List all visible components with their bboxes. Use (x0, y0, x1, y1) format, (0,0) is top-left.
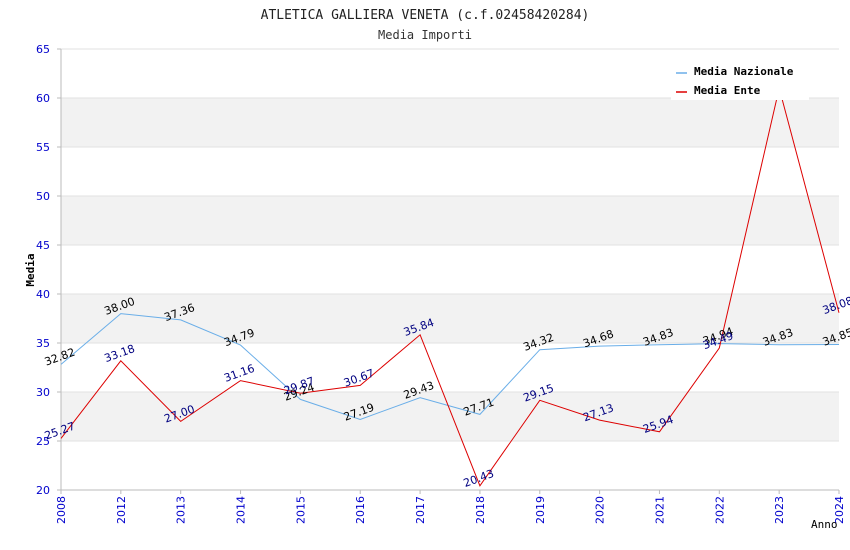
axes (60, 49, 840, 494)
series-lines (60, 88, 840, 487)
x-tick-label-2017: 2017 (414, 496, 427, 524)
y-tick-labels: 20 25 30 35 40 45 50 55 60 65 (36, 43, 50, 497)
band-25 (61, 392, 839, 441)
data-label-1-2018: 20.43 (462, 467, 496, 490)
x-tick-label-2021: 2021 (653, 496, 666, 524)
x-tick-label-2012: 2012 (115, 496, 128, 524)
y-tick-label-35: 35 (36, 337, 50, 350)
x-tick-label-2016: 2016 (354, 496, 367, 524)
x-axis-label: Anno (811, 518, 838, 531)
x-tick-label-2013: 2013 (175, 496, 188, 524)
y-tick-label-60: 60 (36, 92, 50, 105)
y-tick-label-25: 25 (36, 435, 50, 448)
series-line-media-ente (60, 88, 840, 487)
x-tick-label-2023: 2023 (773, 496, 786, 524)
x-tick-label-2015: 2015 (294, 496, 307, 524)
legend: Media Nazionale Media Ente (671, 60, 809, 100)
y-tick-label-50: 50 (36, 190, 50, 203)
y-tick-label-20: 20 (36, 484, 50, 497)
chart-title: ATLETICA GALLIERA VENETA (c.f.0245842028… (261, 8, 590, 23)
band-35 (61, 294, 839, 343)
y-tick-label-30: 30 (36, 386, 50, 399)
y-tick-label-40: 40 (36, 288, 50, 301)
x-tick-label-2014: 2014 (235, 496, 248, 524)
data-label-1-2016: 30.67 (342, 367, 376, 390)
x-tick-label-2008: 2008 (55, 496, 68, 524)
y-tick-label-55: 55 (36, 141, 50, 154)
background-bands (61, 98, 839, 441)
chart-subtitle: Media Importi (378, 28, 472, 42)
legend-box (671, 60, 809, 100)
series-line-media-nazionale (60, 313, 840, 421)
y-axis-label: Media (24, 253, 37, 286)
x-tick-label-2018: 2018 (474, 496, 487, 524)
x-tick-label-2024: 2024 (833, 496, 846, 524)
x-tick-labels: 2008 2012 2013 2014 2015 2016 2017 2018 2019 2020… (55, 496, 846, 524)
legend-label-media-ente: Media Ente (694, 84, 761, 97)
x-tick-label-2022: 2022 (713, 496, 726, 524)
y-tick-label-45: 45 (36, 239, 50, 252)
x-tick-label-2020: 2020 (594, 496, 607, 524)
y-tick-label-65: 65 (36, 43, 50, 56)
band-55 (61, 98, 839, 147)
x-tick-label-2019: 2019 (534, 496, 547, 524)
legend-label-media-nazionale: Media Nazionale (694, 65, 794, 78)
band-45 (61, 196, 839, 245)
